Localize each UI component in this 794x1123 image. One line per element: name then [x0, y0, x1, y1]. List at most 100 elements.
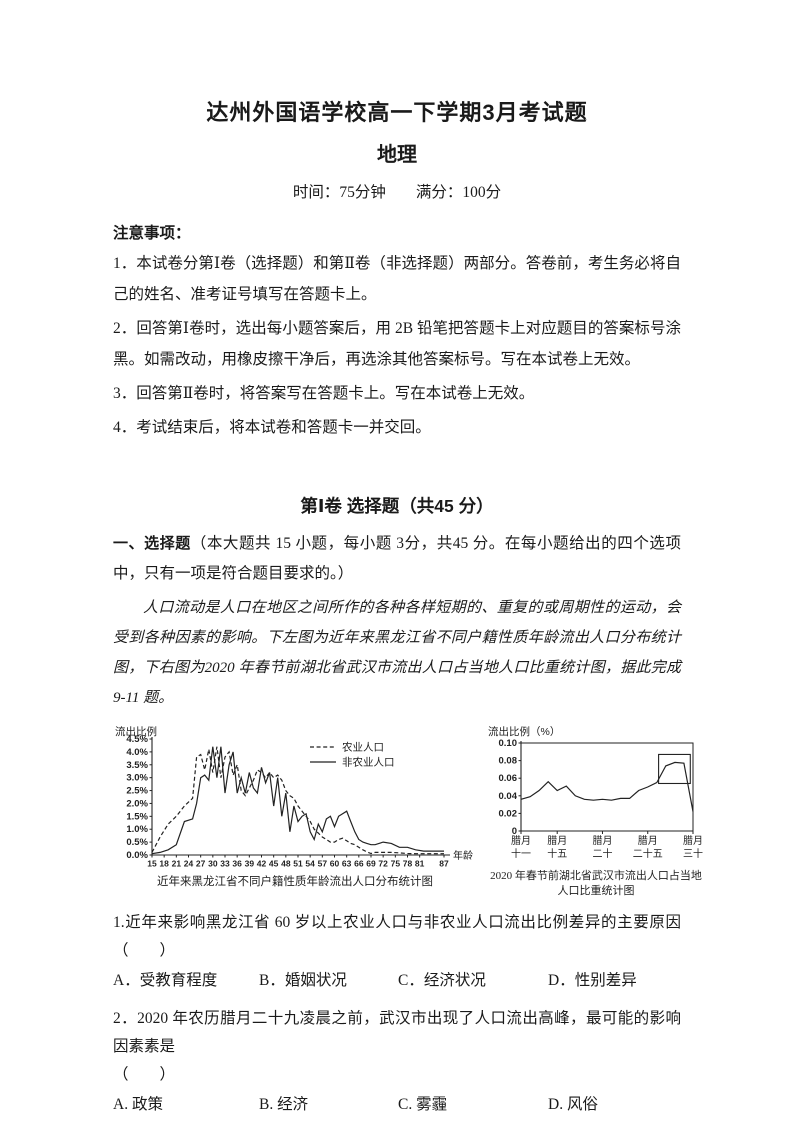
reading-passage: 人口流动是人口在地区之间所作的各种各样短期的、重复的或周期性的运动，会受到各种因… — [113, 600, 681, 706]
legend-label: 非农业人口 — [342, 756, 395, 769]
y-tick-label: 0.06 — [499, 773, 518, 784]
x-tick-line2: 二十五 — [633, 847, 663, 860]
x-tick-line1: 腊月 — [511, 835, 531, 847]
notice-item-2: 2．回答第Ⅰ卷时，选出每小题答案后，用 2B 铅笔把答题卡上对应题目的答案标号涂… — [113, 320, 681, 368]
y-tick-label: 4.0% — [126, 747, 148, 758]
right-chart-block: 0.10 0.08 0.06 0.04 0.02 0 腊月 十一 腊月 十五 腊月 二十 腊月 二十五 腊月… — [485, 725, 707, 899]
y-tick-label: 0.5% — [126, 837, 148, 848]
x-tick-line1: 腊月 — [683, 835, 703, 847]
y-tick-label: 0.0% — [126, 850, 148, 861]
notice-item-3: 3．回答第Ⅱ卷时，将答案写在答题卡上。写在本试卷上无效。 — [113, 385, 535, 402]
right-chart-caption: 2020 年春节前湖北省武汉市流出人口占当地人口比重统计图 — [490, 870, 702, 897]
charts-row: 4.5% 4.0% 3.5% 3.0% 2.5% 2.0% 1.5% 1.0% 0.5% 0.0%… — [113, 725, 713, 899]
x-tick-label: 18 — [159, 859, 169, 869]
option-a: A．受教育程度 — [113, 972, 218, 989]
highlight-box — [658, 753, 691, 785]
option-c: C．经济状况 — [398, 972, 486, 989]
x-tick-label: 69 — [366, 859, 376, 869]
series-line — [151, 746, 444, 855]
x-tick-label: 36 — [232, 859, 242, 869]
y-tick-label: 0.10 — [499, 738, 518, 749]
x-tick-label: 27 — [196, 859, 206, 869]
exam-content: 达州外国语学校高一下学期3月考试题 地理 时间：75分钟 满分：100分 注意事项… — [0, 100, 794, 1123]
option-a: A. 政策 — [113, 1096, 163, 1113]
x-tick-label: 48 — [281, 859, 291, 869]
x-tick-label: 81 — [415, 859, 425, 869]
y-tick-label: 0 — [512, 826, 517, 837]
x-tick-label: 57 — [318, 859, 328, 869]
section-header: 第Ⅰ卷 选择题（共45 分） — [300, 496, 494, 516]
x-axis-title: 年龄 — [453, 849, 473, 862]
notice-item-1: 1．本试卷分第Ⅰ卷（选择题）和第Ⅱ卷（非选择题）两部分。答卷前，考生务必将自己的… — [113, 255, 681, 303]
question-1-options: A．受教育程度 B．婚姻状况 C．经济状况 D．性别差异 — [113, 967, 681, 995]
option-b: B．婚姻状况 — [259, 972, 347, 989]
series-line — [151, 746, 444, 855]
x-tick-line1: 腊月 — [547, 835, 567, 847]
x-tick-line2: 二十 — [592, 847, 612, 860]
exam-meta: 时间：75分钟 满分：100分 — [113, 183, 681, 203]
y-tick-label: 2.5% — [126, 786, 148, 797]
x-tick-label: 66 — [354, 859, 364, 869]
y-tick-label: 4.5% — [126, 734, 148, 745]
x-tick-label: 72 — [378, 859, 388, 869]
x-tick-label: 39 — [245, 859, 255, 869]
x-tick-label: 30 — [208, 859, 218, 869]
left-chart-svg: 4.5% 4.0% 3.5% 3.0% 2.5%2.0% 1.5% 1.0% 0.5% 0.0%… — [115, 725, 473, 869]
y-axis-title: 流出比例（%） — [488, 725, 560, 738]
question-1-text: 1.近年来影响黑龙江省 60 岁以上农业人口与非农业人口流出比例差异的主要原因（… — [113, 914, 681, 959]
x-tick-label: 24 — [184, 859, 194, 869]
notice-item-4: 4．考试结束后，将本试卷和答题卡一并交回。 — [113, 419, 431, 436]
question-list-intro-bold: 一、选择题 — [113, 535, 191, 552]
right-chart-svg: 0.100.080.060.040.020腊月十一腊月十五腊月二十腊月二十五腊月… — [488, 725, 703, 860]
x-tick-label: 75 — [391, 859, 401, 869]
y-tick-label: 0.04 — [499, 791, 518, 802]
notice-heading: 注意事项： — [113, 225, 191, 242]
left-chart-block: 4.5% 4.0% 3.5% 3.0% 2.5% 2.0% 1.5% 1.0% 0.5% 0.0%… — [113, 725, 477, 890]
x-tick-line1: 腊月 — [592, 835, 612, 847]
y-tick-label: 3.0% — [126, 773, 148, 784]
x-tick-label: 54 — [305, 859, 315, 869]
y-tick-label: 0.08 — [499, 756, 518, 767]
y-tick-label: 1.5% — [126, 811, 148, 822]
x-tick-label: 15 — [147, 859, 157, 869]
x-tick-label: 78 — [403, 859, 413, 869]
question-list-intro: 一、选择题（本大题共 15 小题，每小题 3分，共45 分。在每小题给出的四个选… — [113, 529, 681, 589]
x-tick-label: 21 — [172, 859, 182, 869]
y-tick-label: 3.5% — [126, 760, 148, 771]
y-axis-title: 流出比例 — [115, 725, 157, 738]
chart-element — [520, 742, 694, 832]
score-label: 满分：100分 — [415, 184, 502, 201]
question-2-text: 2．2020 年农历腊月二十九凌晨之前，武汉市出现了人口流出高峰，最可能的影响因… — [113, 1010, 681, 1055]
x-tick-line2: 三十 — [683, 847, 703, 860]
question-2: 2．2020 年农历腊月二十九凌晨之前，武汉市出现了人口流出高峰，最可能的影响因… — [113, 1005, 681, 1089]
legend-label: 农业人口 — [342, 741, 384, 754]
option-d: D．性别差异 — [548, 972, 637, 989]
x-tick-label: 33 — [220, 859, 230, 869]
series-line — [520, 761, 694, 812]
option-b: B. 经济 — [259, 1096, 309, 1113]
question-2-options: A. 政策 B. 经济 C. 雾霾 D. 风俗 — [113, 1091, 681, 1119]
x-tick-label: 87 — [439, 859, 449, 869]
time-label: 时间：75分钟 — [292, 184, 386, 201]
left-chart-caption: 近年来黑龙江省不同户籍性质年龄流出人口分布统计图 — [157, 876, 433, 888]
x-tick-label: 60 — [330, 859, 340, 869]
x-tick-label: 45 — [269, 859, 279, 869]
x-tick-label: 42 — [257, 859, 267, 869]
subject-title: 地理 — [377, 144, 417, 166]
y-tick-label: 0.02 — [499, 808, 518, 819]
x-tick-label: 51 — [293, 859, 303, 869]
x-tick-label: 63 — [342, 859, 352, 869]
y-tick-label: 1.0% — [126, 824, 148, 835]
x-tick-line2: 十一 — [511, 847, 531, 860]
question-1: 1.近年来影响黑龙江省 60 岁以上农业人口与非农业人口流出比例差异的主要原因（… — [113, 909, 681, 965]
option-d: D. 风俗 — [548, 1096, 598, 1113]
notice-section: 注意事项： 1．本试卷分第Ⅰ卷（选择题）和第Ⅱ卷（非选择题）两部分。答卷前，考生… — [113, 223, 681, 443]
option-c: C. 雾霾 — [398, 1096, 448, 1113]
question-list-intro-rest: （本大题共 15 小题，每小题 3分，共45 分。在每小题给出的四个选项中，只有… — [113, 535, 681, 582]
y-tick-label: 2.0% — [126, 798, 148, 809]
question-2-bracket: （ ） — [113, 1066, 176, 1083]
page-title: 达州外国语学校高一下学期3月考试题 — [206, 100, 588, 125]
x-tick-line1: 腊月 — [638, 835, 658, 847]
x-tick-line2: 十五 — [547, 847, 567, 860]
